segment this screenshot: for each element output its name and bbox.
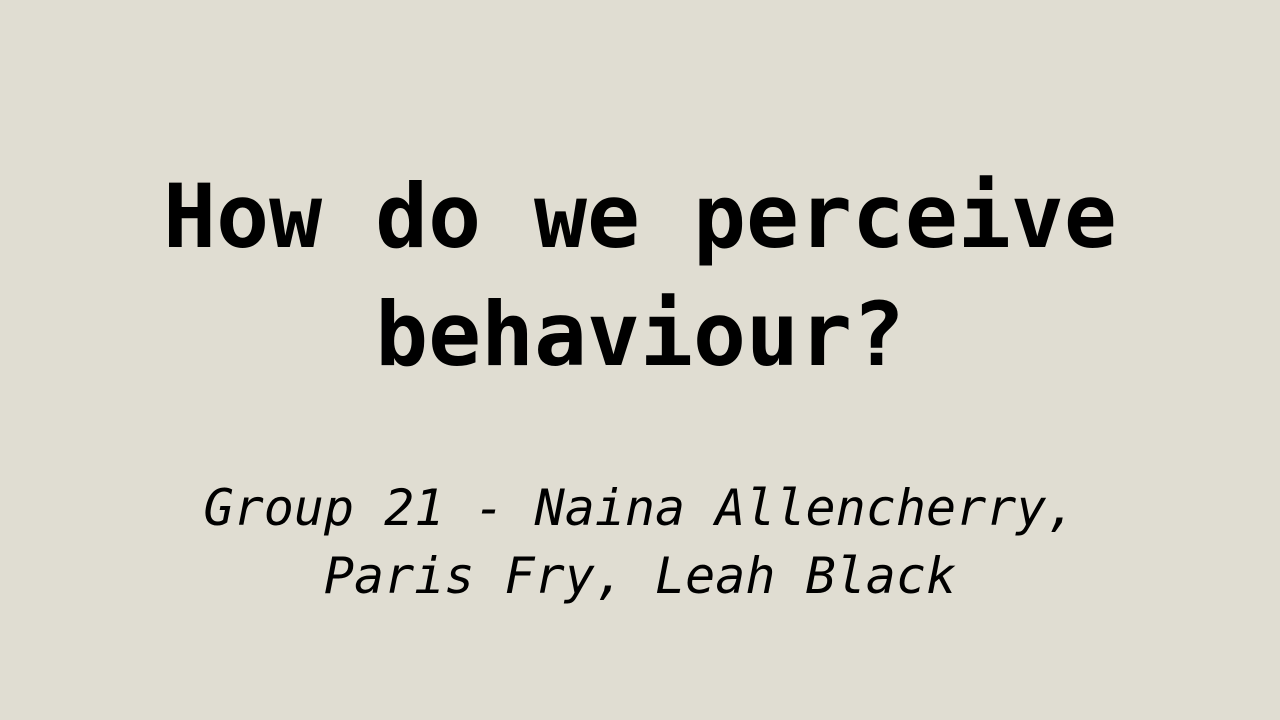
slide-title: How do we perceive behaviour?	[0, 158, 1280, 394]
title-line-1: How do we perceive	[163, 165, 1117, 268]
title-line-2: behaviour?	[375, 283, 905, 386]
slide-subtitle: Group 21 - Naina Allencherry, Paris Fry,…	[0, 474, 1280, 610]
subtitle-line-2: Paris Fry, Leah Black	[323, 547, 957, 605]
subtitle-line-1: Group 21 - Naina Allencherry,	[203, 479, 1077, 537]
